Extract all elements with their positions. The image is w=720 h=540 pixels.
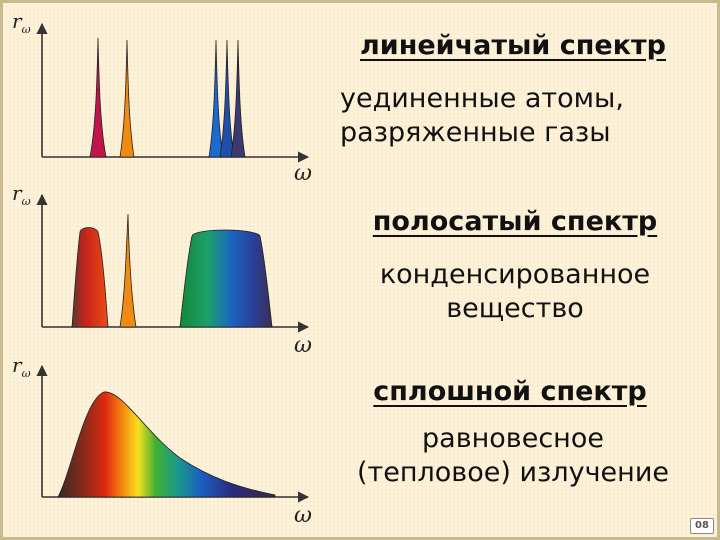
band-spectrum-plot: rω ω [12, 181, 312, 358]
desc-line: разряженные газы [340, 117, 611, 148]
y-axis-label: rω [12, 9, 31, 36]
panel-title-band-spectrum: полосатый спектр [372, 206, 658, 237]
band-green-blue [179, 229, 273, 328]
panel-title-continuous-spectrum: сплошной спектр [373, 376, 647, 407]
line-spectrum-plot: rω ω [12, 9, 312, 186]
spectral-line-blue-2 [219, 39, 235, 158]
panel-desc-band-spectrum: конденсированное вещество [330, 258, 700, 326]
continuous-spectrum-plot: rω ω [12, 353, 312, 528]
page-number-badge: 08 [690, 518, 714, 534]
spectral-line-blue-1 [208, 39, 224, 158]
panel-desc-continuous-spectrum: равновесное (тепловое) излучение [318, 422, 708, 490]
spectral-line-orange [119, 213, 137, 328]
band-red [71, 227, 109, 328]
spectral-line-violet [230, 39, 246, 158]
panel-title-line-spectrum: линейчатый спектр [360, 30, 666, 61]
spectral-line-orange [119, 39, 135, 158]
x-axis-label: ω [294, 161, 312, 186]
y-axis-label: rω [12, 181, 31, 208]
desc-line: равновесное [422, 423, 604, 454]
x-axis-label: ω [294, 503, 312, 528]
panel-desc-line-spectrum: уединенные атомы, разряженные газы [340, 82, 680, 150]
continuous-spectrum-curve [57, 391, 276, 498]
y-axis-label: rω [12, 353, 31, 380]
desc-line: вещество [446, 293, 584, 324]
desc-line: уединенные атомы, [340, 83, 624, 114]
x-axis-label: ω [294, 333, 312, 358]
desc-line: (тепловое) излучение [357, 457, 669, 488]
spectral-line-crimson [89, 37, 107, 158]
desc-line: конденсированное [379, 259, 651, 290]
